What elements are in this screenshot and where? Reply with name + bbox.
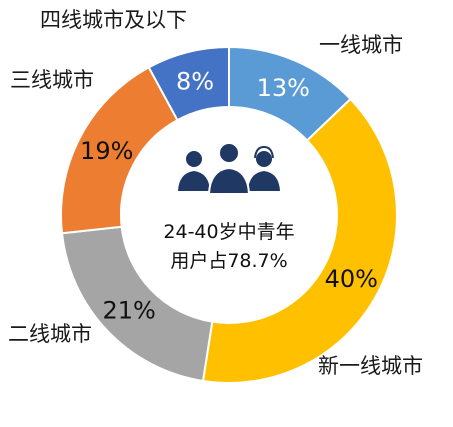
percent-label-tier2: 21% [102, 296, 155, 324]
percent-label-tier1: 13% [257, 74, 310, 102]
center-text-line-1: 24-40岁中青年 [163, 221, 294, 243]
category-label-tier3: 三线城市 [10, 68, 94, 92]
percent-label-tier3: 19% [80, 137, 133, 165]
percent-label-tier4-and-below: 8% [176, 67, 214, 95]
percent-labels: 13% 40% 21% 19% 8% [80, 67, 378, 324]
people-group-icon [178, 142, 280, 195]
donut-slices [60, 45, 398, 384]
category-label-tier4-and-below: 四线城市及以下 [40, 8, 187, 32]
category-label-tier2: 二线城市 [8, 322, 92, 346]
percent-label-new-tier1: 40% [325, 265, 378, 293]
category-label-new-tier1: 新一线城市 [318, 354, 423, 378]
slice-new-tier1 [201, 97, 398, 384]
center-text-line-2: 用户占78.7% [170, 250, 287, 272]
slice-tier4-and-below [147, 45, 230, 122]
category-label-tier1: 一线城市 [319, 33, 403, 57]
